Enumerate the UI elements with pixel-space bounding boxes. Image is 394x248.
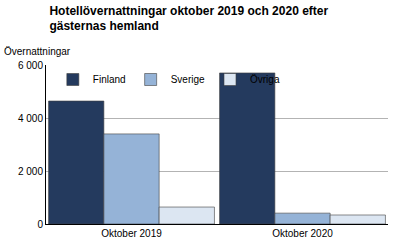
svg-text:6 000: 6 000 [18, 60, 43, 71]
svg-text:Finland: Finland [93, 74, 126, 85]
svg-text:4 000: 4 000 [18, 113, 43, 124]
svg-text:Sverige: Sverige [171, 74, 205, 85]
svg-text:Övernattningar: Övernattningar [4, 46, 71, 57]
svg-text:Oktober 2020: Oktober 2020 [272, 228, 333, 239]
svg-text:Oktober 2019: Oktober 2019 [101, 228, 162, 239]
svg-text:0: 0 [37, 219, 43, 230]
svg-text:Övriga: Övriga [250, 74, 280, 85]
svg-text:2 000: 2 000 [18, 166, 43, 177]
svg-text:Hotellövernattningar oktober 2: Hotellövernattningar oktober 2019 och 20… [49, 4, 328, 34]
